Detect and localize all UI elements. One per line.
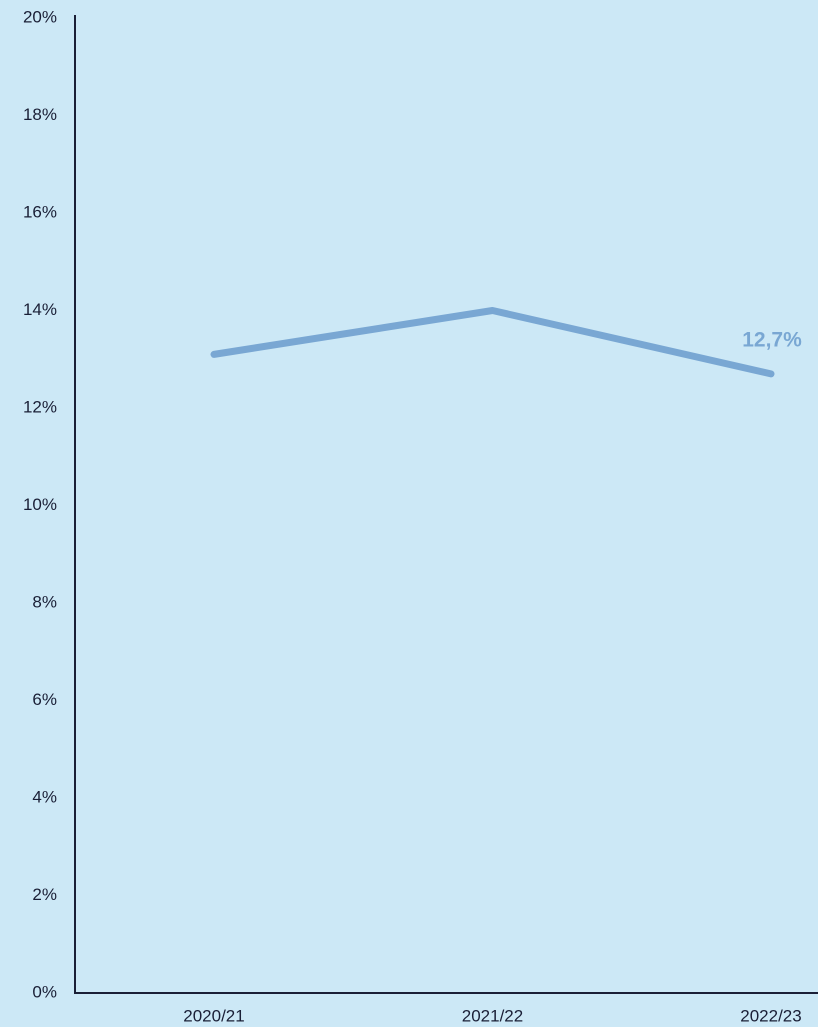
x-tick-label: 2022/23 — [740, 1006, 801, 1025]
x-tick-label: 2021/22 — [462, 1006, 523, 1025]
y-tick-label: 0% — [32, 982, 57, 1001]
y-tick-label: 2% — [32, 885, 57, 904]
y-tick-label: 20% — [23, 7, 57, 26]
data-label: 12,7% — [742, 328, 802, 351]
y-tick-label: 6% — [32, 690, 57, 709]
y-tick-label: 18% — [23, 105, 57, 124]
y-tick-label: 4% — [32, 787, 57, 806]
y-tick-label: 10% — [23, 495, 57, 514]
y-tick-label: 14% — [23, 300, 57, 319]
y-tick-label: 12% — [23, 397, 57, 416]
x-tick-label: 2020/21 — [183, 1006, 244, 1025]
y-tick-label: 8% — [32, 592, 57, 611]
y-tick-label: 16% — [23, 202, 57, 221]
line — [210, 307, 775, 378]
